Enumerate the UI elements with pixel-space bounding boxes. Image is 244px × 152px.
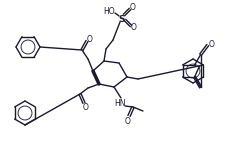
- Text: HO: HO: [103, 7, 115, 16]
- Text: O: O: [125, 116, 131, 126]
- Text: HN: HN: [114, 98, 126, 107]
- Text: S: S: [119, 14, 125, 24]
- Text: O: O: [131, 24, 137, 33]
- Text: O: O: [130, 2, 136, 12]
- Text: O: O: [83, 102, 89, 112]
- Text: O: O: [209, 40, 215, 48]
- Text: O: O: [87, 35, 93, 43]
